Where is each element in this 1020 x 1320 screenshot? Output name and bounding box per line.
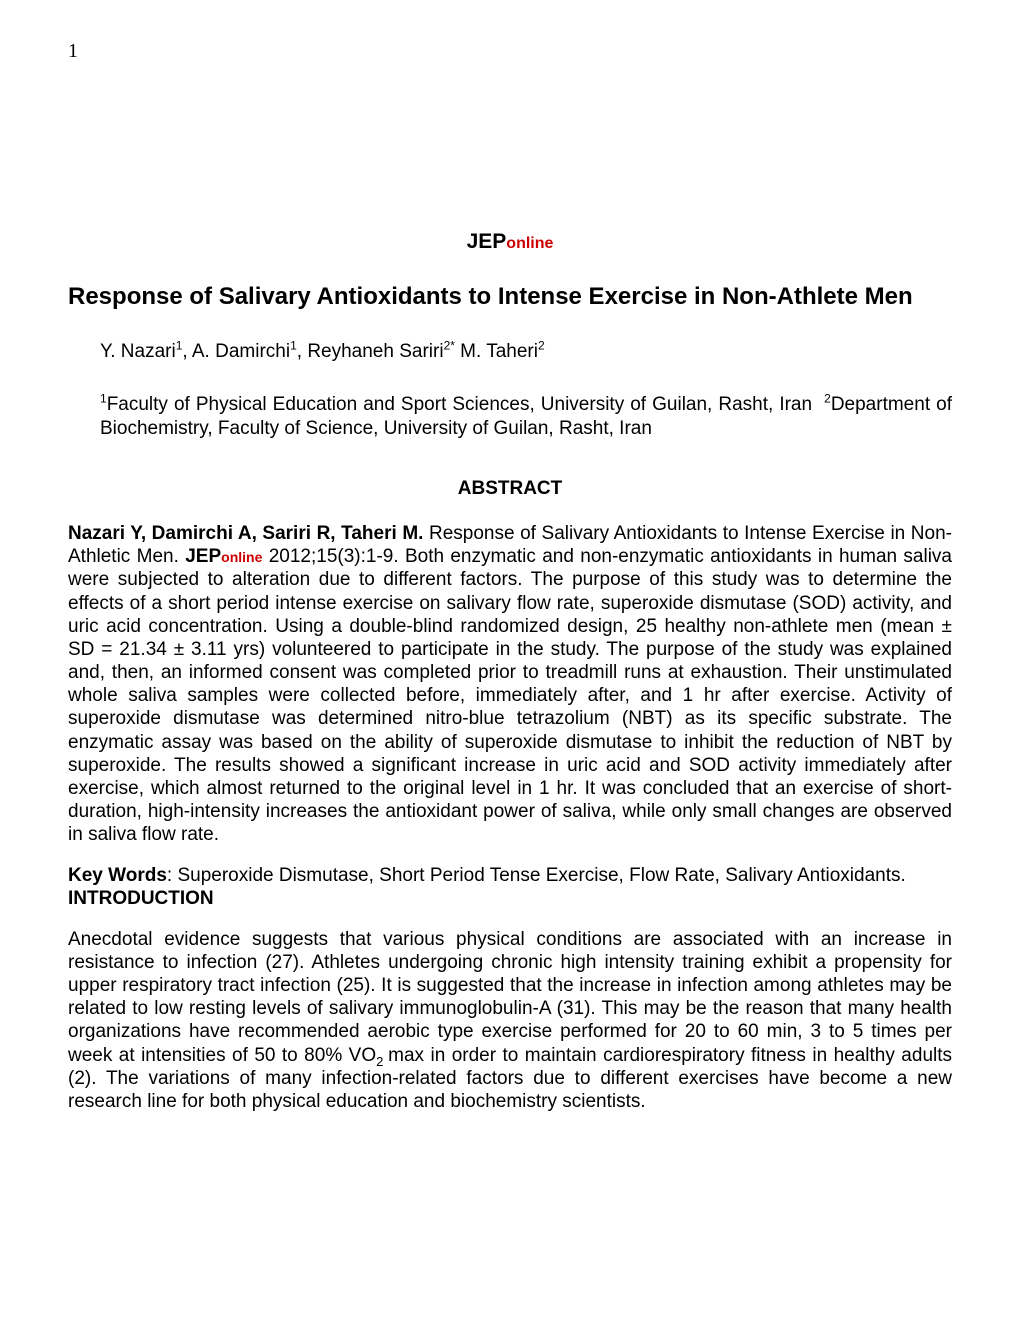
abstract-heading: ABSTRACT [68, 478, 952, 500]
abstract-body: Nazari Y, Damirchi A, Sariri R, Taheri M… [68, 522, 952, 846]
keywords-line: Key Words: Superoxide Dismutase, Short P… [68, 864, 952, 887]
page-number: 1 [68, 40, 78, 63]
page-root: 1 JEPonline Response of Salivary Antioxi… [0, 0, 1020, 1320]
journal-online: online [506, 235, 553, 252]
introduction-heading: INTRODUCTION [68, 888, 952, 910]
article-title: Response of Salivary Antioxidants to Int… [68, 282, 952, 312]
journal-jep: JEP [467, 230, 507, 253]
introduction-body: Anecdotal evidence suggests that various… [68, 928, 952, 1113]
keywords-label: Key Words [68, 865, 167, 886]
authors-line: Y. Nazari1, A. Damirchi1, Reyhaneh Sarir… [100, 340, 952, 365]
journal-header: JEPonline [68, 230, 952, 254]
keywords-text: : Superoxide Dismutase, Short Period Ten… [167, 865, 906, 886]
affiliations: 1Faculty of Physical Education and Sport… [100, 393, 952, 442]
